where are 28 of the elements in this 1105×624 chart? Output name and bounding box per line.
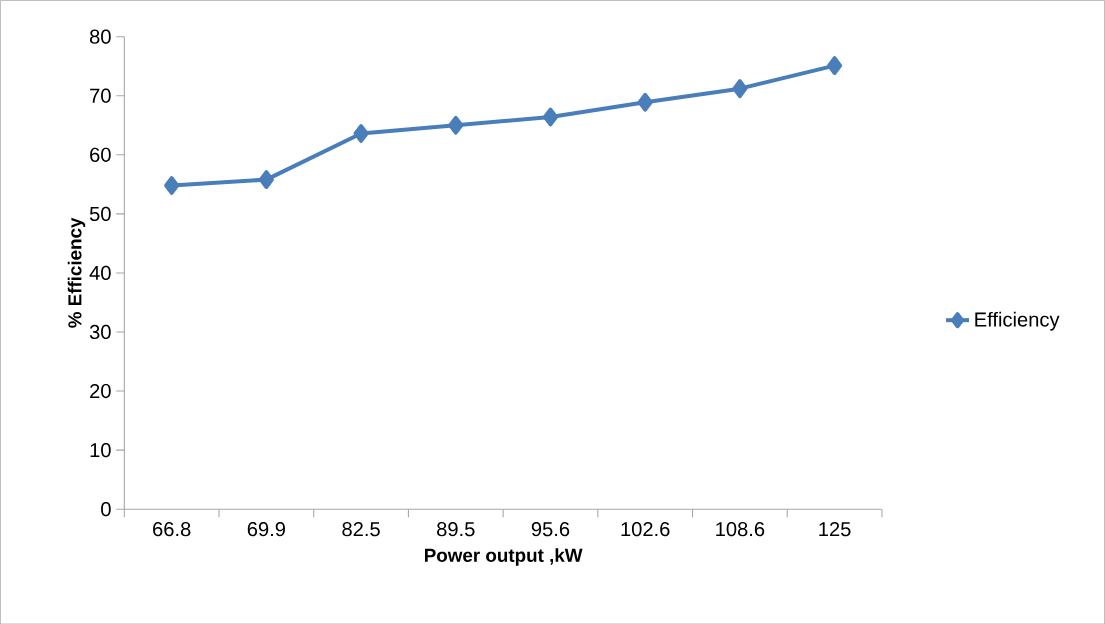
y-tick-label: 30 xyxy=(89,324,111,339)
y-tick-label: 80 xyxy=(89,29,111,44)
x-tick-label: 102.6 xyxy=(621,521,670,537)
y-tick-label: 20 xyxy=(90,383,111,398)
x-tick-label: 125 xyxy=(819,521,851,537)
y-tick-label: 0 xyxy=(101,501,111,517)
x-axis-title: Power output ,kW xyxy=(425,547,583,566)
y-tick-label: 10 xyxy=(90,442,111,458)
x-tick-label: 108.6 xyxy=(716,521,765,537)
point xyxy=(732,79,748,98)
x-tick-label: 89.5 xyxy=(437,521,475,537)
point xyxy=(827,56,843,75)
y-tick-label: 70 xyxy=(90,88,111,103)
point xyxy=(353,123,369,143)
y-tick-label: 60 xyxy=(90,147,111,162)
y-tick-label: 50 xyxy=(89,206,111,221)
y-tick-label: 40 xyxy=(89,265,111,280)
x-tick-label: 69.9 xyxy=(247,521,286,537)
x-tick-label: 82.5 xyxy=(342,521,380,537)
x-tick-label: 95.6 xyxy=(531,521,570,537)
x-tick-label: 66.8 xyxy=(153,521,191,537)
point xyxy=(258,169,274,189)
legend-label: Efficiency xyxy=(975,311,1060,331)
point xyxy=(542,107,559,127)
y-axis-title: % Efficiency xyxy=(67,217,86,328)
point xyxy=(448,115,464,135)
point xyxy=(164,175,180,195)
point xyxy=(637,92,653,112)
